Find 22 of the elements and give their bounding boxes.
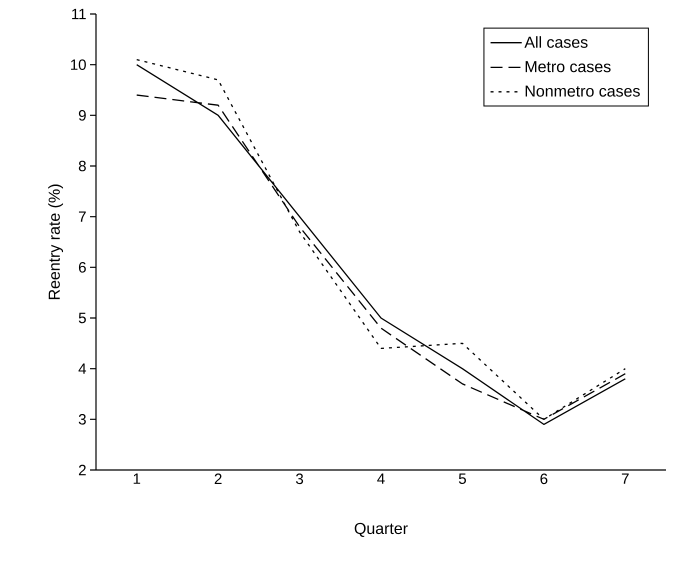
x-tick-label: 2	[214, 474, 222, 484]
legend-label: Nonmetro cases	[526, 86, 640, 97]
x-tick-label: 6	[540, 474, 548, 484]
x-tick-label: 1	[134, 474, 140, 484]
y-axis-title: Reentry rate (%)	[48, 184, 64, 300]
x-tick-label: 5	[458, 474, 466, 484]
legend-label: Metro cases	[526, 61, 611, 72]
x-axis-title: Quarter	[354, 522, 408, 537]
y-tick-label: 4	[78, 364, 86, 374]
x-tick-label: 3	[296, 474, 304, 484]
y-tick-label: 9	[78, 110, 86, 121]
y-tick-label: 7	[78, 212, 86, 222]
y-tick-label: 8	[78, 160, 86, 172]
x-tick-label: 4	[377, 474, 385, 484]
x-tick-label: 7	[622, 474, 629, 484]
y-tick-label: 10	[71, 59, 86, 70]
legend-label: All cases	[524, 36, 588, 48]
y-tick-label: 11	[72, 8, 86, 20]
y-tick-label: 3	[78, 414, 86, 425]
y-tick-label: 5	[78, 312, 86, 324]
y-tick-label: 6	[78, 262, 86, 273]
y-tick-label: 2	[78, 464, 86, 476]
